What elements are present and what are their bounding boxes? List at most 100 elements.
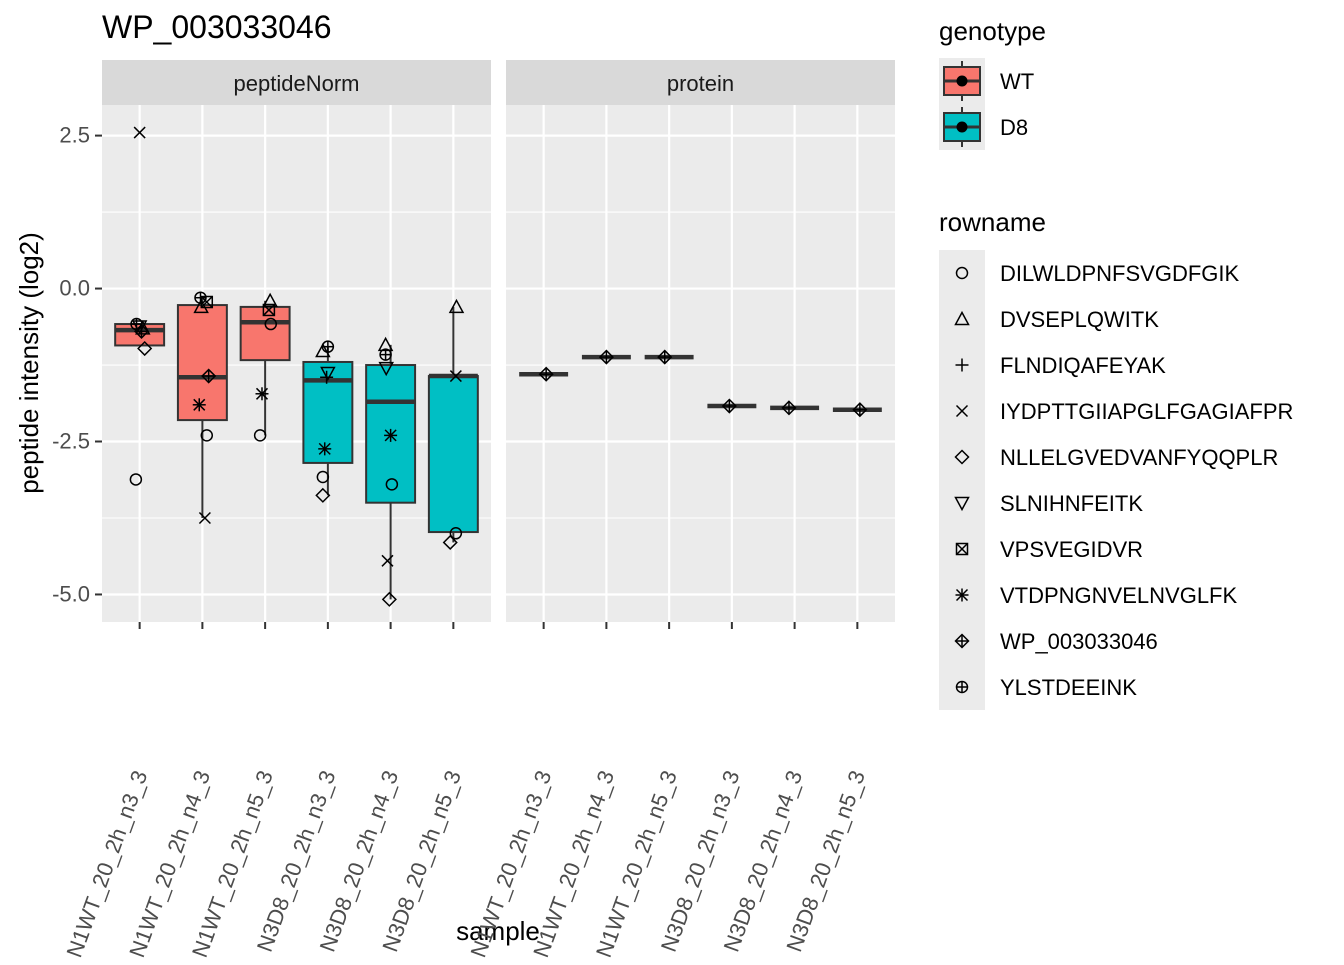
y-tick-label: -5.0 bbox=[52, 581, 90, 606]
point-NLLELGVEDVANFYQQPLR bbox=[442, 534, 458, 551]
legend-title: genotype bbox=[939, 16, 1046, 46]
point-NLLELGVEDVANFYQQPLR bbox=[381, 591, 397, 607]
legend-label: WT bbox=[1000, 69, 1034, 94]
point-FLNDIQAFEYAK bbox=[320, 370, 334, 384]
legend-shape-triangle-up bbox=[954, 310, 970, 326]
point-DVSEPLQWITK bbox=[193, 298, 209, 314]
point-SLNIHNFEITK bbox=[320, 366, 336, 382]
panel-background bbox=[102, 105, 491, 622]
facet-panels: peptideNormN1WT_20_2h_n3_3N1WT_20_2h_n4_… bbox=[52, 60, 895, 961]
legend-label: YLSTDEEINK bbox=[1000, 675, 1137, 700]
x-axis-label: sample bbox=[456, 916, 540, 946]
legend-genotype: genotype WT D8 bbox=[939, 16, 1046, 150]
legend-label: VTDPNGNVELNVGLFK bbox=[1000, 583, 1237, 608]
facet-strip bbox=[506, 60, 895, 105]
point-DILWLDPNFSVGDFGIK bbox=[316, 470, 330, 484]
point-VTDPNGNVELNVGLFK bbox=[192, 398, 206, 412]
legend-shape-circle bbox=[955, 266, 969, 280]
facet-strip-label: peptideNorm bbox=[234, 71, 360, 96]
legend-key-background bbox=[939, 250, 985, 710]
point-WP_003033046 bbox=[721, 398, 737, 414]
point-WP_003033046 bbox=[852, 402, 868, 418]
legend-shape-circle-plus bbox=[955, 680, 969, 694]
point-DVSEPLQWITK bbox=[448, 298, 465, 314]
legend-key-WP_003033046: WP_003033046 bbox=[954, 629, 1158, 654]
legend-label: DVSEPLQWITK bbox=[1000, 307, 1159, 332]
point-VTDPNGNVELNVGLFK bbox=[318, 442, 332, 456]
y-tick-label: 0.0 bbox=[59, 276, 90, 301]
legend-label: NLLELGVEDVANFYQQPLR bbox=[1000, 445, 1278, 470]
legend-label: IYDPTTGIIAPGLFGAGIAFPR bbox=[1000, 399, 1293, 424]
legend-label: SLNIHNFEITK bbox=[1000, 491, 1143, 516]
legend-key-VPSVEGIDVR: VPSVEGIDVR bbox=[955, 537, 1143, 562]
facet-panel-protein: proteinN1WT_20_2h_n3_3N1WT_20_2h_n4_3N1W… bbox=[466, 60, 895, 961]
point-NLLELGVEDVANFYQQPLR bbox=[315, 487, 331, 503]
box-body bbox=[427, 375, 479, 534]
point-DILWLDPNFSVGDFGIK bbox=[253, 429, 267, 442]
data-points bbox=[538, 349, 868, 418]
legend-key-WT: WT bbox=[943, 61, 1034, 101]
legend-key-DILWLDPNFSVGDFGIK: DILWLDPNFSVGDFGIK bbox=[955, 261, 1240, 286]
legend-key-FLNDIQAFEYAK: FLNDIQAFEYAK bbox=[955, 353, 1166, 378]
legend-shape-asterisk bbox=[955, 588, 969, 602]
point-IYDPTTGIIAPGLFGAGIAFPR bbox=[381, 554, 394, 567]
legend-key-SLNIHNFEITK: SLNIHNFEITK bbox=[954, 491, 1143, 516]
point-DILWLDPNFSVGDFGIK bbox=[385, 478, 399, 491]
legend-key-dot bbox=[956, 75, 968, 87]
point-NLLELGVEDVANFYQQPLR bbox=[137, 340, 153, 357]
legend-key-IYDPTTGIIAPGLFGAGIAFPR: IYDPTTGIIAPGLFGAGIAFPR bbox=[955, 399, 1293, 424]
point-WP_003033046 bbox=[781, 400, 797, 416]
point-VPSVEGIDVR bbox=[200, 295, 214, 309]
legend-key-VTDPNGNVELNVGLFK: VTDPNGNVELNVGLFK bbox=[955, 583, 1237, 608]
legend-key-YLSTDEEINK: YLSTDEEINK bbox=[955, 675, 1137, 700]
legend-label: FLNDIQAFEYAK bbox=[1000, 353, 1166, 378]
box-body bbox=[176, 304, 228, 422]
point-VTDPNGNVELNVGLFK bbox=[255, 387, 269, 401]
panel-background bbox=[506, 105, 895, 622]
box-N3D8_20_2h_n5_3 bbox=[427, 306, 479, 543]
point-WP_003033046 bbox=[201, 368, 217, 384]
legend-key-dot bbox=[956, 121, 968, 133]
legend-shape-diamond bbox=[954, 449, 970, 465]
legend-label: D8 bbox=[1000, 115, 1028, 140]
point-SLNIHNFEITK bbox=[378, 361, 394, 377]
point-DILWLDPNFSVGDFGIK bbox=[200, 429, 214, 442]
legend-label: VPSVEGIDVR bbox=[1000, 537, 1143, 562]
point-YLSTDEEINK bbox=[379, 348, 392, 361]
legend-shape-cross bbox=[955, 404, 969, 418]
point-DILWLDPNFSVGDFGIK bbox=[129, 473, 143, 486]
y-tick-label: -2.5 bbox=[52, 429, 90, 454]
facet-strip-label: protein bbox=[667, 71, 734, 96]
legend-shape-diamond-plus bbox=[954, 633, 970, 649]
legend-rowname: rowname DILWLDPNFSVGDFGIK DVSEPLQWITK FLNDI… bbox=[939, 207, 1293, 710]
legends: genotype WT D8 rowname DILWLDPNFSVGDFGIK DVSE… bbox=[939, 16, 1293, 710]
point-WP_003033046 bbox=[538, 366, 554, 382]
legend-key-DVSEPLQWITK: DVSEPLQWITK bbox=[954, 307, 1159, 332]
point-WP_003033046 bbox=[133, 323, 150, 339]
chart-title: WP_003033046 bbox=[102, 9, 332, 45]
legend-label: DILWLDPNFSVGDFGIK bbox=[1000, 261, 1240, 286]
point-IYDPTTGIIAPGLFGAGIAFPR bbox=[133, 126, 146, 139]
legend-key-NLLELGVEDVANFYQQPLR: NLLELGVEDVANFYQQPLR bbox=[954, 445, 1278, 470]
point-DVSEPLQWITK bbox=[315, 342, 331, 358]
point-VPSVEGIDVR bbox=[262, 303, 276, 317]
point-WP_003033046 bbox=[598, 349, 614, 365]
legend-shape-triangle-down bbox=[954, 496, 970, 512]
point-IYDPTTGIIAPGLFGAGIAFPR bbox=[198, 511, 211, 525]
y-tick-label: 2.5 bbox=[59, 123, 90, 148]
point-VTDPNGNVELNVGLFK bbox=[384, 428, 398, 442]
point-IYDPTTGIIAPGLFGAGIAFPR bbox=[449, 370, 462, 383]
data-points bbox=[129, 126, 465, 607]
legend-key-D8: D8 bbox=[943, 107, 1028, 147]
point-DILWLDPNFSVGDFGIK bbox=[264, 317, 278, 331]
gridlines bbox=[506, 105, 895, 622]
point-WP_003033046 bbox=[657, 349, 673, 365]
legend-label: WP_003033046 bbox=[1000, 629, 1158, 654]
facet-strip bbox=[102, 60, 491, 105]
point-DILWLDPNFSVGDFGIK bbox=[449, 527, 463, 540]
point-DVSEPLQWITK bbox=[262, 292, 278, 308]
legend-title: rowname bbox=[939, 207, 1046, 237]
legend-shape-square-cross bbox=[955, 542, 969, 556]
legend-shape-plus bbox=[955, 358, 969, 372]
